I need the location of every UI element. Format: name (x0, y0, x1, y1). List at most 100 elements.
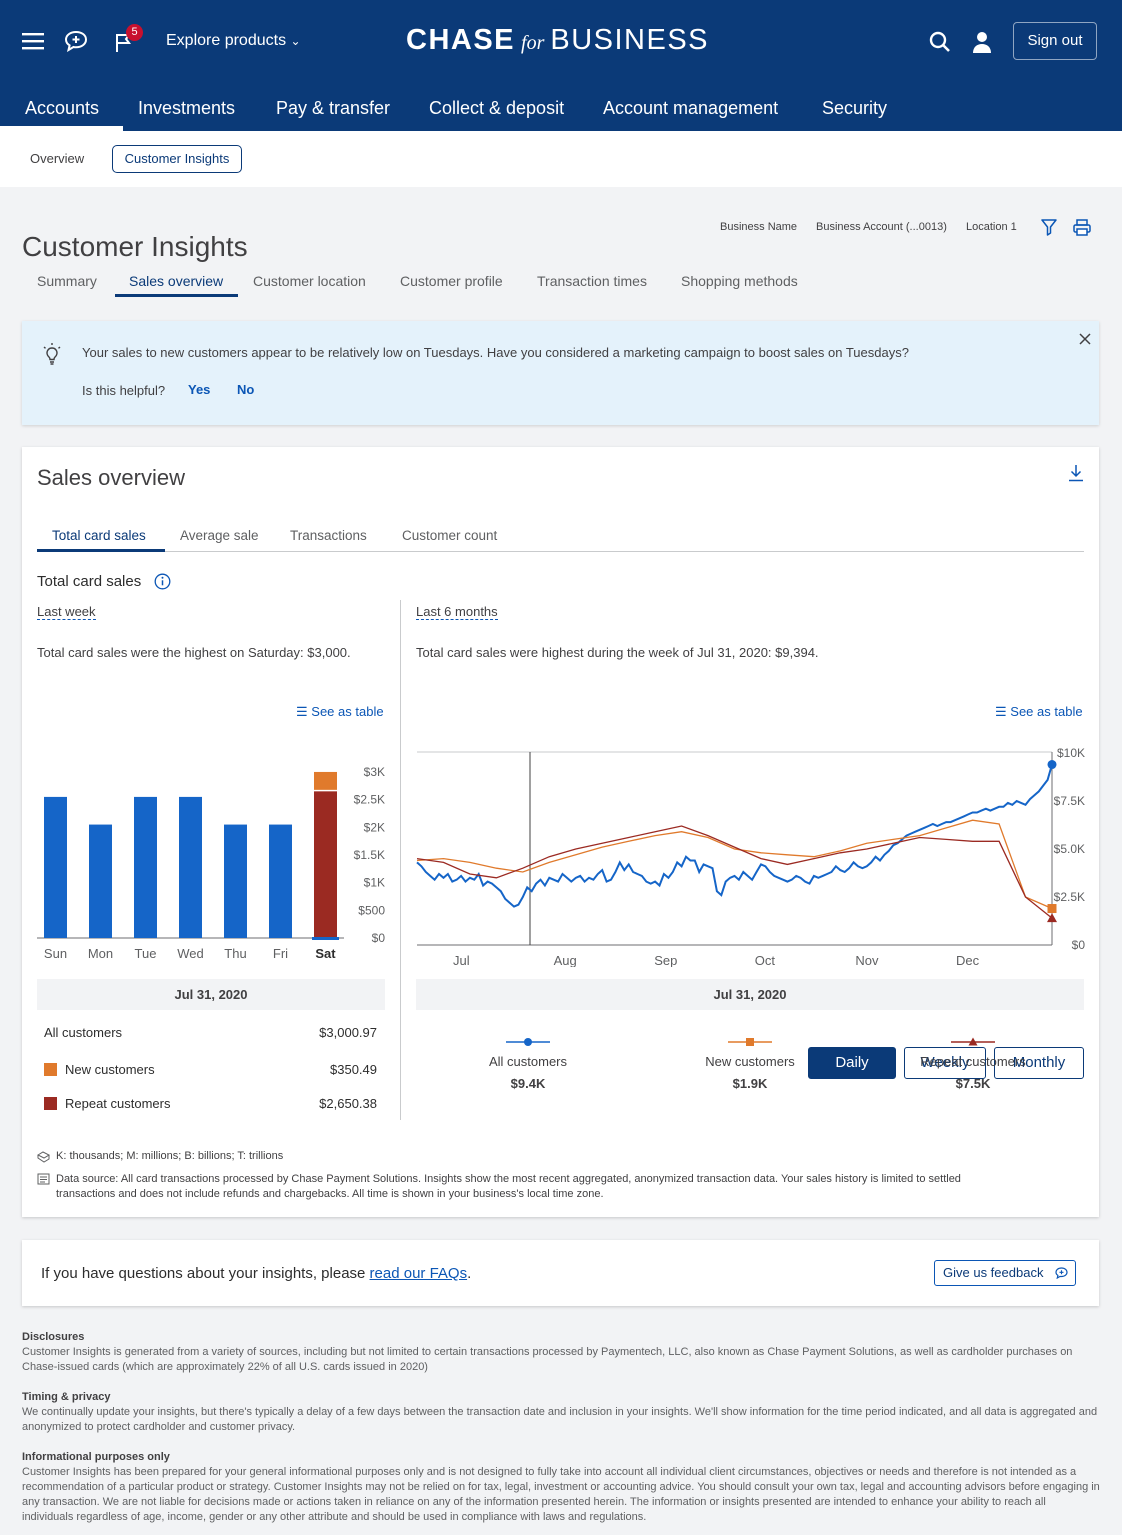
legend-repeat-customers-value: $7.5K (955, 1076, 991, 1091)
location-filter[interactable]: Location 1 (966, 221, 1017, 233)
tab-active-underline (115, 294, 238, 297)
disclosure-timing-title: Timing & privacy (22, 1391, 111, 1403)
bar-wed (179, 796, 202, 938)
x-tick-label: Oct (755, 953, 776, 967)
filter-icon[interactable] (1041, 219, 1057, 236)
left-summary: Total card sales were the highest on Sat… (37, 645, 351, 660)
business-name-filter[interactable]: Business Name (720, 221, 798, 233)
logo-chase: CHASE (406, 24, 516, 56)
data-source-icon (37, 1173, 50, 1185)
y-tick-label: $3K (364, 765, 385, 779)
info-icon[interactable] (154, 573, 171, 590)
daily-button[interactable]: Daily (808, 1047, 896, 1079)
business-account-filter[interactable]: Business Account (...0013) (816, 221, 947, 233)
y-tick-label: $0 (1072, 938, 1086, 952)
x-tick-label: Thu (224, 946, 246, 961)
bar-tue (134, 796, 157, 938)
x-tick-label: Fri (273, 946, 288, 961)
legend-repeat-customers-marker (951, 1037, 995, 1046)
x-tick-label: Sun (44, 946, 67, 961)
person-icon[interactable] (972, 30, 992, 54)
tab-transaction-times[interactable]: Transaction times (537, 273, 647, 289)
end-marker-repeat-customers (1047, 913, 1057, 923)
legend-repeat-customers-label: Repeat customers (920, 1054, 1026, 1069)
legend-all-customers-label: All customers (488, 1054, 568, 1069)
period-last-week[interactable]: Last week (37, 604, 96, 620)
nav-collect-deposit[interactable]: Collect & deposit (429, 98, 565, 118)
footnote-units: K: thousands; M: millions; B: billions; … (56, 1150, 284, 1162)
bar-new-sat (314, 771, 337, 790)
helpful-question: Is this helpful? (82, 383, 166, 398)
hamburger-icon[interactable] (22, 30, 44, 52)
left-date-header (37, 979, 385, 1010)
chat-plus-icon[interactable] (64, 30, 88, 52)
feedback-card: If you have questions about your insight… (22, 1240, 1099, 1306)
x-tick-label: Dec (956, 953, 980, 967)
tab-customer-location[interactable]: Customer location (253, 273, 366, 289)
faq-prompt-end: . (467, 1265, 472, 1282)
y-tick-label: $5.0K (1054, 842, 1085, 856)
subtab-transactions[interactable]: Transactions (290, 528, 367, 543)
right-date-header (416, 979, 1084, 1010)
explore-products-menu[interactable]: Explore products ⌄ (166, 32, 301, 50)
nav-investments[interactable]: Investments (138, 98, 236, 118)
chevron-down-icon: ⌄ (290, 34, 301, 48)
y-tick-label: $2.5K (354, 793, 385, 807)
bar-fri (269, 824, 292, 938)
subnav-overview[interactable]: Overview (30, 151, 85, 166)
line-repeat-customers (416, 825, 1053, 919)
subtab-customer-count[interactable]: Customer count (402, 528, 498, 543)
helpful-no-button[interactable]: No (237, 382, 255, 397)
y-tick-label: $2.5K (1054, 890, 1085, 904)
weekly-button[interactable]: Weekly (904, 1047, 986, 1079)
footnote-source-2: transactions and does not include refund… (56, 1188, 604, 1200)
y-tick-label: $500 (358, 903, 385, 917)
helpful-yes-button[interactable]: Yes (188, 382, 211, 397)
left-see-as-table-label: See as table (311, 704, 384, 719)
right-see-as-table[interactable]: ☰ See as table (995, 704, 1083, 720)
x-tick-label: Sat (315, 946, 336, 961)
nav-security[interactable]: Security (822, 98, 888, 118)
subtab-average-sale[interactable]: Average sale (180, 528, 259, 543)
close-icon[interactable] (1079, 333, 1091, 345)
bar-repeat-sat (314, 791, 337, 938)
flag-icon[interactable] (114, 32, 134, 54)
subtab-total-card-sales[interactable]: Total card sales (52, 528, 146, 543)
nav-pay-transfer[interactable]: Pay & transfer (276, 98, 391, 118)
subnav-customer-insights[interactable]: Customer Insights (112, 145, 242, 173)
legend-all-customers-marker (506, 1038, 550, 1046)
tab-shopping-methods[interactable]: Shopping methods (681, 273, 798, 289)
search-icon[interactable] (929, 31, 951, 53)
top-header: 5 Explore products ⌄ CHASE for BUSINESS Si… (0, 0, 1122, 131)
nav-selected-indicator (0, 126, 123, 131)
logo-for: for (521, 32, 545, 54)
tab-sales-overview[interactable]: Sales overview (129, 273, 224, 289)
period-last-6-months[interactable]: Last 6 months (416, 604, 498, 620)
notification-badge: 5 (126, 24, 143, 41)
disclosure-timing-text: We continually update your insights, but… (22, 1406, 1098, 1433)
line-new-customers (416, 819, 1053, 910)
x-tick-label: Mon (88, 946, 113, 961)
tab-summary[interactable]: Summary (37, 273, 97, 289)
nav-accounts[interactable]: Accounts (25, 98, 100, 118)
bar-mon (89, 824, 112, 938)
print-icon[interactable] (1073, 219, 1091, 236)
nav-account-management[interactable]: Account management (603, 98, 779, 118)
sign-out-button[interactable]: Sign out (1013, 22, 1097, 60)
units-icon (37, 1151, 50, 1163)
line-all-customers (416, 764, 1053, 908)
logo-business: BUSINESS (550, 24, 710, 56)
download-icon[interactable] (1068, 464, 1084, 482)
tab-customer-profile[interactable]: Customer profile (400, 273, 503, 289)
y-tick-label: $10K (1057, 746, 1085, 760)
left-date: Jul 31, 2020 (174, 987, 248, 1002)
chase-business-logo[interactable]: CHASE for BUSINESS (406, 24, 709, 57)
x-tick-label: Sep (654, 953, 677, 967)
faq-link[interactable]: read our FAQs (369, 1265, 468, 1282)
monthly-button[interactable]: Monthly (994, 1047, 1084, 1079)
give-feedback-label: Give us feedback (943, 1265, 1044, 1280)
chat-icon (1055, 1267, 1068, 1279)
left-see-as-table[interactable]: ☰ See as table (296, 704, 384, 720)
page-title: Customer Insights (22, 230, 248, 262)
give-feedback-button[interactable]: Give us feedback (934, 1260, 1076, 1286)
